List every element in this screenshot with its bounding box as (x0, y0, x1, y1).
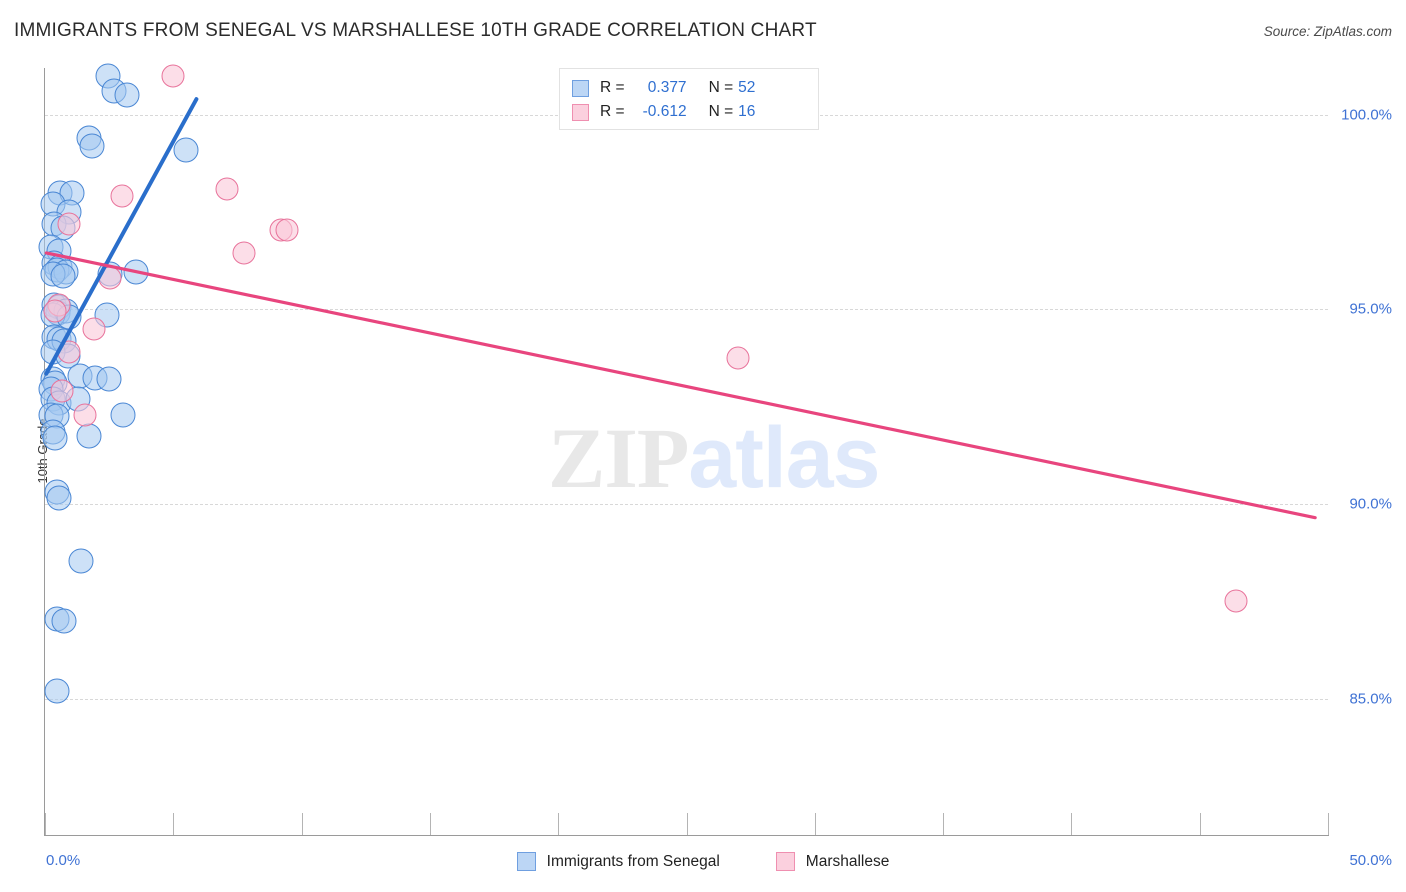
stats-r-value-marshallese: -0.612 (642, 103, 687, 120)
y-axis-tick-label: 95.0% (1349, 300, 1392, 318)
scatter-point[interactable] (50, 379, 74, 403)
x-axis-tick (1199, 813, 1201, 835)
scatter-point[interactable] (79, 133, 105, 159)
stats-n-label-senegal: N = (708, 79, 734, 96)
x-axis-max-label: 50.0% (1349, 852, 1392, 869)
scatter-point[interactable] (161, 64, 185, 88)
x-axis-tick (943, 813, 945, 835)
legend-item-senegal[interactable]: Immigrants from Senegal (516, 852, 720, 871)
y-axis-line (44, 68, 45, 836)
scatter-point[interactable] (726, 346, 750, 370)
x-axis-tick (814, 813, 816, 835)
scatter-point[interactable] (42, 425, 68, 451)
source-label: Source: ZipAtlas.com (1263, 24, 1392, 39)
scatter-point[interactable] (98, 266, 122, 290)
scatter-point[interactable] (96, 366, 122, 392)
scatter-point[interactable] (82, 317, 106, 341)
legend-swatch-senegal-icon (572, 79, 589, 97)
scatter-point[interactable] (73, 403, 97, 426)
x-axis-tick (301, 813, 303, 835)
scatter-point[interactable] (46, 485, 72, 511)
scatter-point[interactable] (275, 218, 299, 242)
legend-item-marshallese[interactable]: Marshallese (775, 852, 890, 871)
x-axis-tick (173, 813, 175, 835)
x-axis-tick (1328, 813, 1329, 835)
stats-row-marshallese: R = -0.612 N = 16 (572, 100, 806, 124)
scatter-point[interactable] (50, 263, 76, 289)
scatter-point[interactable] (173, 137, 199, 163)
y-axis-tick-label: 85.0% (1349, 690, 1392, 708)
scatter-point[interactable] (57, 340, 81, 364)
x-axis-tick (45, 813, 46, 835)
gridline (45, 698, 1328, 700)
scatter-point[interactable] (57, 212, 81, 236)
scatter-point[interactable] (215, 177, 239, 201)
y-axis-tick-label: 90.0% (1349, 495, 1392, 513)
scatter-point[interactable] (110, 402, 136, 427)
stats-r-value-senegal: 0.377 (647, 79, 687, 96)
scatter-point[interactable] (123, 259, 149, 285)
stats-row-senegal: R = 0.377 N = 52 (572, 76, 806, 100)
legend-label-senegal: Immigrants from Senegal (546, 852, 720, 870)
stats-n-value-marshallese: 16 (738, 103, 756, 120)
stats-r-label-senegal: R = (600, 79, 625, 96)
correlation-stats-box: R = 0.377 N = 52 R = -0.612 N = 16 (559, 68, 819, 130)
scatter-point[interactable] (44, 678, 70, 704)
legend-marker-senegal-icon (516, 852, 536, 871)
scatter-point[interactable] (76, 423, 102, 449)
x-axis-tick (558, 813, 560, 835)
scatter-point[interactable] (51, 608, 77, 634)
scatter-point[interactable] (232, 241, 256, 265)
x-axis-tick (686, 813, 688, 835)
legend-marker-marshallese-icon (775, 852, 795, 871)
stats-r-label-marshallese: R = (600, 103, 625, 120)
y-axis-tick-label: 100.0% (1341, 106, 1392, 124)
plot-area (38, 63, 1328, 831)
x-axis-tick (429, 813, 431, 835)
scatter-point[interactable] (110, 184, 134, 208)
stats-n-value-senegal: 52 (738, 79, 756, 96)
scatter-point[interactable] (114, 82, 140, 108)
scatter-point[interactable] (1224, 589, 1248, 613)
legend-label-marshallese: Marshallese (805, 852, 890, 870)
page-title: IMMIGRANTS FROM SENEGAL VS MARSHALLESE 1… (14, 20, 817, 41)
stats-n-label-marshallese: N = (708, 103, 734, 120)
x-axis-line (44, 835, 1329, 836)
scatter-point[interactable] (68, 548, 94, 573)
x-axis-tick (1071, 813, 1073, 835)
legend-swatch-marshallese-icon (572, 103, 589, 121)
scatter-point[interactable] (43, 299, 67, 323)
series-legend: Immigrants from Senegal Marshallese (0, 852, 1406, 871)
x-axis-min-label: 0.0% (46, 852, 81, 869)
